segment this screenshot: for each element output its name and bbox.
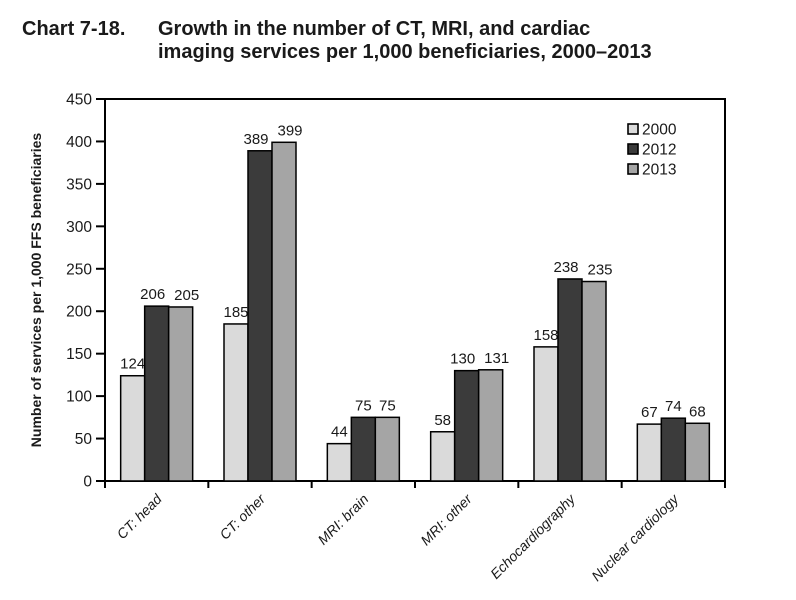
- bar-2012-nuclear-cardiology: [660, 417, 687, 482]
- x-category-label-ct-head: CT: head: [113, 490, 165, 542]
- legend-marker-2012: [627, 143, 639, 155]
- bar-value-label-2000-nuclear-cardiology: 67: [641, 404, 658, 421]
- y-tick-label-200: 200: [66, 304, 92, 321]
- bar-value-label-2013-ct-other: 399: [277, 122, 302, 139]
- bar-2000-nuclear-cardiology: [636, 423, 663, 482]
- legend-label-2000: 2000: [642, 122, 677, 139]
- bar-2012-echocardiography: [557, 278, 583, 482]
- bar-value-label-2013-echocardiography: 235: [587, 262, 612, 279]
- bar-2013-nuclear-cardiology: [684, 422, 711, 482]
- bar-value-label-2012-mri-other: 130: [450, 351, 475, 368]
- y-tick-label-250: 250: [66, 261, 92, 278]
- y-tick-label-50: 50: [75, 431, 93, 448]
- bar-value-label-2013-mri-other: 131: [484, 350, 509, 367]
- bar-value-label-2000-echocardiography: 158: [533, 327, 558, 344]
- bar-2000-echocardiography: [533, 346, 559, 482]
- bar-value-label-2013-mri-brain: 75: [379, 397, 396, 414]
- x-category-label-mri-brain: MRI: brain: [314, 491, 371, 548]
- bar-2012-ct-head: [143, 305, 170, 482]
- bar-value-label-2012-ct-other: 389: [243, 131, 268, 148]
- bar-2013-ct-other: [271, 141, 297, 482]
- bar-2013-mri-other: [477, 369, 504, 482]
- chart-number-label: Chart 7-18.: [22, 18, 126, 40]
- y-tick-label-100: 100: [66, 389, 92, 406]
- y-axis-title: Number of services per 1,000 FFS benefic…: [28, 133, 44, 448]
- chart-title-line-1: Growth in the number of CT, MRI, and car…: [158, 18, 591, 40]
- bar-value-label-2012-echocardiography: 238: [553, 259, 578, 276]
- bar-2000-ct-other: [223, 323, 249, 482]
- bar-2012-mri-brain: [350, 416, 377, 482]
- y-tick-label-350: 350: [66, 176, 92, 193]
- bar-2000-mri-other: [429, 431, 456, 482]
- x-category-label-nuclear-cardiology: Nuclear cardiology: [588, 490, 682, 584]
- bar-value-label-2012-mri-brain: 75: [355, 397, 372, 414]
- bar-value-label-2013-ct-head: 205: [174, 287, 199, 304]
- chart-title-line-2: imaging services per 1,000 beneficiaries…: [158, 41, 652, 63]
- legend-marker-2000: [627, 123, 639, 135]
- legend-label-2013: 2013: [642, 162, 676, 179]
- x-category-label-echocardiography: Echocardiography: [487, 490, 579, 582]
- chart-title-text: Growth in the number of CT, MRI, and car…: [158, 18, 652, 64]
- bar-value-label-2000-mri-other: 58: [434, 412, 451, 429]
- x-category-label-ct-other: CT: other: [216, 490, 269, 543]
- bar-2012-mri-other: [453, 369, 480, 482]
- bar-2000-ct-head: [119, 374, 146, 482]
- chart-title: Chart 7-18. Growth in the number of CT, …: [22, 18, 652, 64]
- bar-value-label-2012-nuclear-cardiology: 74: [665, 398, 682, 415]
- legend-label-2012: 2012: [642, 142, 676, 159]
- y-tick-label-450: 450: [66, 92, 92, 109]
- bar-2013-ct-head: [167, 306, 194, 482]
- y-tick-label-400: 400: [66, 134, 92, 151]
- bar-2000-mri-brain: [326, 442, 353, 482]
- y-tick-label-0: 0: [83, 474, 92, 491]
- y-tick-label-150: 150: [66, 346, 92, 363]
- legend-marker-2013: [627, 163, 639, 175]
- bar-2012-ct-other: [247, 150, 273, 482]
- bar-2013-echocardiography: [581, 280, 607, 482]
- bar-value-label-2000-mri-brain: 44: [331, 424, 348, 441]
- bar-value-label-2012-ct-head: 206: [140, 286, 165, 303]
- bar-value-label-2013-nuclear-cardiology: 68: [689, 403, 706, 420]
- bar-value-label-2000-ct-head: 124: [120, 356, 145, 373]
- y-tick-label-300: 300: [66, 219, 92, 236]
- bar-value-label-2000-ct-other: 185: [223, 304, 248, 321]
- x-category-label-mri-other: MRI: other: [417, 490, 475, 548]
- bar-2013-mri-brain: [374, 416, 401, 482]
